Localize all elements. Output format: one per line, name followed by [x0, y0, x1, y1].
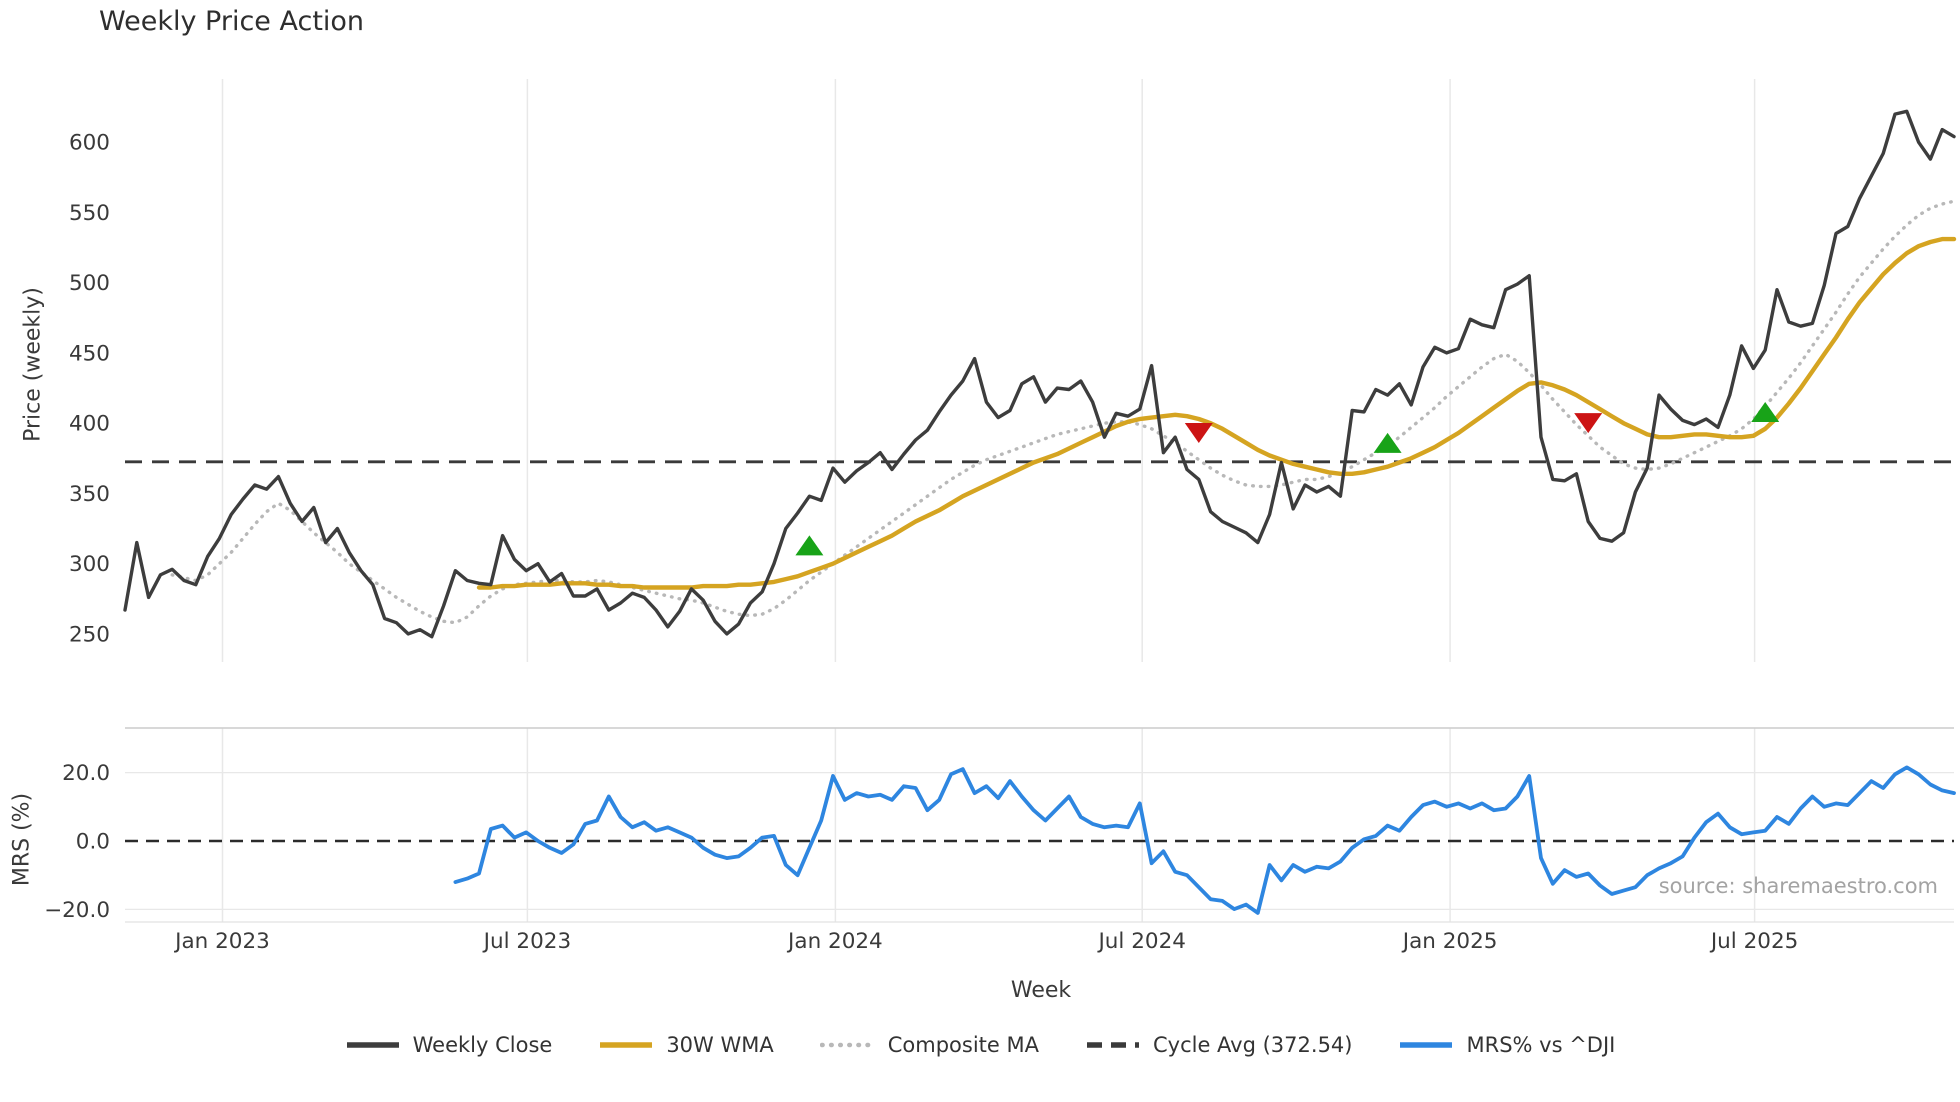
- legend-label: Composite MA: [887, 1033, 1039, 1057]
- legend-label: 30W WMA: [666, 1033, 774, 1057]
- price-tick-label: 600: [69, 131, 110, 156]
- buy-signal-marker: [1751, 401, 1780, 422]
- sell-signal-marker: [1184, 423, 1213, 444]
- legend-swatch-solid-icon: [1400, 1042, 1453, 1048]
- price-axis-label: Price (weekly): [20, 287, 46, 442]
- price-tick-label: 250: [69, 622, 110, 647]
- legend-item: Composite MA: [819, 1033, 1039, 1057]
- price-tick-label: 300: [69, 552, 110, 577]
- legend-swatch-solid-icon: [600, 1042, 653, 1048]
- legend-label: Weekly Close: [412, 1033, 553, 1057]
- legend-item: Cycle Avg (372.54): [1085, 1033, 1353, 1057]
- mrs-tick-label: 0.0: [76, 830, 110, 855]
- buy-signal-marker: [795, 535, 824, 556]
- x-axis-label: Week: [1010, 978, 1072, 1003]
- price-tick-label: 350: [69, 482, 110, 507]
- legend-swatch-dotted-icon: [819, 1042, 876, 1048]
- mrs-axis-label: MRS (%): [9, 792, 35, 887]
- legend-item: Weekly Close: [345, 1033, 553, 1057]
- x-tick-label: Jan 2023: [173, 929, 270, 954]
- legend-swatch-dashed-icon: [1086, 1042, 1139, 1048]
- legend-item: MRS% vs ^DJI: [1398, 1033, 1615, 1057]
- chart-title: Weekly Price Action: [99, 6, 365, 37]
- price-tick-label: 500: [69, 271, 110, 296]
- x-tick-label: Jul 2025: [1709, 929, 1799, 954]
- mrs-tick-label: −20.0: [44, 898, 110, 923]
- source-watermark: source: sharemaestro.com: [1658, 874, 1938, 898]
- buy-signal-marker: [1373, 432, 1402, 453]
- price-tick-label: 400: [69, 412, 110, 437]
- price-tick-label: 550: [69, 201, 110, 226]
- x-tick-label: Jul 2023: [482, 929, 572, 954]
- composite-ma-line: [170, 199, 1956, 625]
- legend-label: Cycle Avg (372.54): [1152, 1033, 1353, 1057]
- x-tick-label: Jan 2025: [1401, 929, 1498, 954]
- legend-swatch-solid-icon: [346, 1042, 399, 1048]
- legend-label: MRS% vs ^DJI: [1466, 1033, 1616, 1057]
- price-tick-label: 450: [69, 341, 110, 366]
- chart-legend: Weekly Close 30W WMA Composite MA Cycle Avg…: [0, 1033, 1960, 1057]
- mrs-line: [453, 765, 1956, 915]
- weekly-close-line: [123, 109, 1956, 639]
- wma30-line: [476, 236, 1957, 590]
- x-tick-label: Jul 2024: [1096, 929, 1186, 954]
- sell-signal-marker: [1574, 413, 1603, 434]
- legend-item: 30W WMA: [598, 1033, 774, 1057]
- x-tick-label: Jan 2024: [786, 929, 883, 954]
- mrs-tick-label: 20.0: [62, 761, 110, 786]
